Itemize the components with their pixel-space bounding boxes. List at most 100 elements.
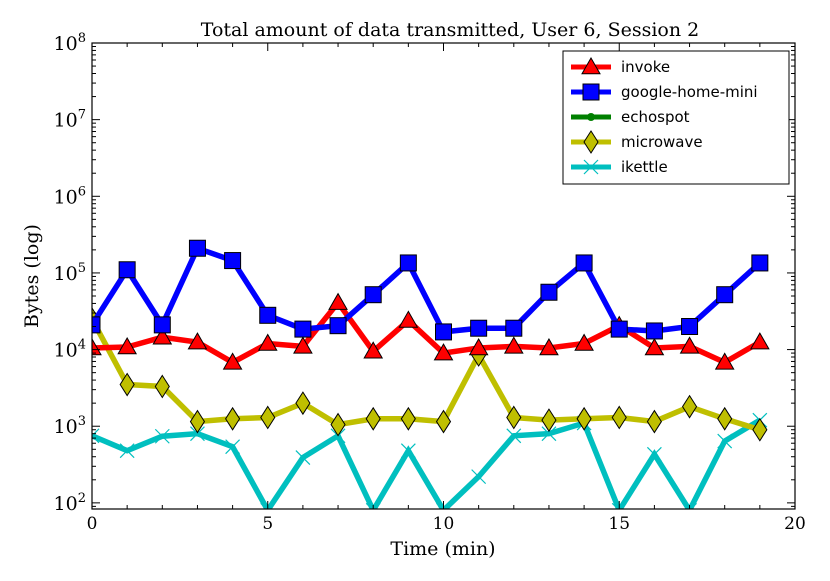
legend-marker-echospot: [587, 113, 595, 121]
series-line-google-home-mini: [92, 244, 762, 335]
legend: invoke google-home-mini echospot microwave i…: [562, 50, 790, 185]
data-point-invoke: [539, 337, 559, 356]
data-point-microwave: [435, 409, 452, 434]
data-point-invoke: [679, 336, 700, 354]
data-point-ikettle: [400, 443, 416, 459]
legend-label-invoke: invoke: [621, 58, 670, 76]
data-point-ikettle: [682, 502, 697, 509]
data-point-invoke: [363, 341, 384, 359]
data-point-microwave: [330, 412, 346, 437]
data-point-invoke: [257, 333, 278, 351]
data-point-google-home-mini: [505, 319, 523, 337]
data-point-google-home-mini: [399, 254, 417, 272]
legend-marker-google-home-mini: [582, 83, 600, 101]
data-point-invoke: [398, 310, 419, 328]
data-point-invoke: [574, 333, 594, 351]
data-point-google-home-mini: [118, 261, 136, 279]
data-point-microwave: [541, 408, 557, 433]
x-tick-label: 15: [608, 514, 630, 534]
data-point-microwave: [752, 417, 768, 442]
data-point-invoke: [468, 337, 489, 356]
data-point-ikettle: [190, 426, 205, 442]
data-point-microwave: [506, 405, 522, 430]
chart-title: Total amount of data transmitted, User 6…: [201, 19, 699, 41]
data-point-microwave: [611, 405, 627, 430]
data-point-ikettle: [92, 428, 100, 444]
y-tick-label: 107: [54, 108, 86, 132]
data-point-invoke: [293, 336, 313, 354]
data-point-ikettle: [471, 469, 487, 485]
data-point-google-home-mini: [364, 286, 382, 304]
data-point-ikettle: [154, 428, 170, 444]
data-point-google-home-mini: [329, 317, 347, 335]
data-point-google-home-mini: [751, 254, 769, 272]
data-point-ikettle: [541, 426, 557, 442]
x-tick-label: 20: [784, 514, 806, 534]
x-axis: 0 5 10 15 20: [87, 43, 806, 534]
legend-label-google-home-mini: google-home-mini: [621, 83, 758, 101]
data-point-google-home-mini: [259, 306, 277, 324]
legend-marker-microwave: [583, 130, 599, 154]
legend-marker-ikettle: [583, 159, 599, 175]
data-point-ikettle: [225, 439, 241, 455]
data-point-google-home-mini: [294, 320, 312, 338]
data-point-microwave: [681, 394, 698, 419]
data-point-microwave: [576, 406, 592, 431]
data-point-invoke: [117, 337, 138, 355]
data-point-ikettle: [119, 443, 135, 459]
y-tick-label: 106: [54, 184, 86, 208]
data-point-google-home-mini: [435, 323, 452, 341]
legend-marker-invoke: [581, 56, 601, 75]
x-axis-label: Time (min): [390, 538, 495, 560]
legend-label-echospot: echospot: [621, 108, 690, 126]
data-point-invoke: [152, 327, 173, 345]
data-point-ikettle: [717, 433, 733, 449]
data-point-microwave: [154, 374, 170, 399]
data-point-microwave: [365, 406, 381, 431]
data-point-microwave: [400, 406, 416, 431]
data-point-google-home-mini: [681, 318, 699, 336]
y-axis: 102 103 104 105 106 107 108: [54, 31, 795, 515]
data-point-invoke: [749, 332, 770, 350]
data-point-invoke: [433, 343, 454, 361]
data-point-google-home-mini: [610, 320, 628, 338]
data-point-microwave: [717, 406, 733, 431]
data-point-invoke: [714, 352, 735, 370]
data-point-google-home-mini: [716, 286, 734, 304]
legend-label-microwave: microwave: [621, 133, 703, 151]
data-point-ikettle: [506, 428, 522, 444]
data-point-microwave: [225, 406, 241, 431]
data-point-invoke: [187, 332, 208, 350]
y-tick-label: 105: [54, 261, 86, 285]
y-tick-label: 104: [54, 338, 86, 362]
data-point-ikettle: [295, 450, 311, 465]
data-point-ikettle: [611, 502, 627, 509]
data-point-invoke: [222, 352, 243, 370]
data-point-google-home-mini: [188, 239, 206, 257]
data-point-invoke: [644, 337, 665, 356]
data-point-invoke: [92, 337, 102, 356]
x-tick-label: 5: [262, 514, 273, 534]
y-tick-label: 103: [54, 414, 86, 438]
x-tick-label: 0: [87, 514, 98, 534]
data-point-google-home-mini: [92, 316, 101, 334]
data-point-microwave: [119, 372, 135, 397]
data-point-microwave: [295, 391, 311, 416]
data-point-microwave: [646, 409, 662, 434]
data-point-invoke: [328, 292, 348, 310]
data-point-google-home-mini: [224, 252, 242, 270]
data-point-google-home-mini: [575, 254, 593, 272]
plot-area: [92, 239, 770, 509]
data-point-microwave: [260, 405, 276, 430]
data-point-ikettle: [436, 502, 451, 509]
y-tick-label: 102: [54, 491, 86, 515]
data-point-google-home-mini: [153, 316, 171, 334]
legend-label-ikettle: ikettle: [621, 158, 668, 176]
data-point-google-home-mini: [540, 283, 558, 301]
data-point-ikettle: [260, 502, 276, 509]
y-axis-label: Bytes (log): [21, 224, 43, 328]
data-point-microwave: [189, 409, 206, 434]
x-tick-label: 10: [433, 514, 455, 534]
data-point-google-home-mini: [470, 319, 488, 337]
y-tick-label: 108: [54, 31, 86, 55]
